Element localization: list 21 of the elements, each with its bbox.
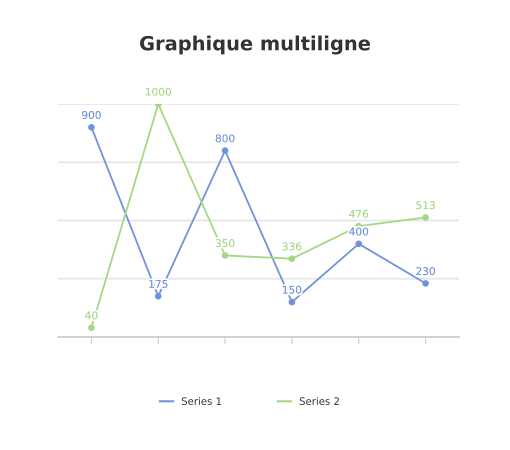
data-label: 900 (82, 111, 101, 120)
point (422, 214, 429, 221)
data-label: 1000 (146, 88, 171, 96)
data-label: 800 (216, 134, 234, 142)
point (222, 252, 228, 259)
point (288, 255, 296, 262)
data-label: 336 (282, 242, 302, 250)
point (88, 124, 95, 131)
point (154, 292, 162, 300)
data-label: 476 (349, 210, 368, 218)
point (288, 298, 296, 306)
data-label: 513 (416, 201, 435, 210)
chart-title: Graphique multiligne (140, 36, 370, 54)
data-label: 230 (416, 267, 435, 276)
point (88, 324, 95, 332)
data-label: 400 (349, 228, 368, 236)
point (422, 280, 429, 287)
legend-label: Series 2 (300, 397, 339, 405)
point (355, 240, 362, 248)
legend-label: Series 1 (182, 397, 222, 405)
point (222, 147, 228, 154)
